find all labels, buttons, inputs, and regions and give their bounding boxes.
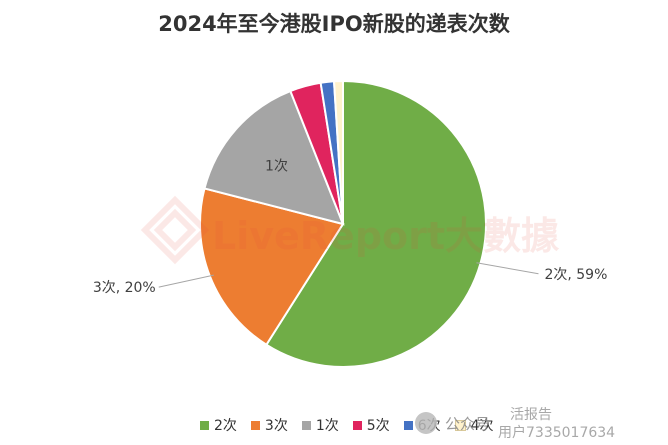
- livereport-logo-watermark: [140, 195, 210, 265]
- legend-label: 4次: [470, 418, 494, 434]
- leader-line-3次: [158, 274, 214, 288]
- legend-swatch: [454, 419, 466, 431]
- legend-label: 5次: [366, 418, 390, 434]
- legend-item-4次: 4次: [454, 415, 494, 435]
- legend-item-5次: 5次: [352, 415, 390, 435]
- legend-item-1次: 1次: [301, 415, 339, 435]
- legend-item-2次: 2次: [200, 415, 237, 435]
- legend-label: 2次: [214, 418, 237, 434]
- data-label-1次: 1次: [265, 158, 288, 174]
- legend-swatch: [301, 420, 311, 430]
- legend-label: 3次: [264, 418, 288, 434]
- legend-item-3次: 3次: [250, 415, 288, 435]
- footer-watermark-label: 公众号: [445, 414, 491, 433]
- chart-title: 2024年至今港股IPO新股的递表次数: [158, 12, 510, 36]
- pie-slice-4次: [332, 79, 344, 225]
- data-label-2次: 2次, 59%: [544, 267, 607, 283]
- footer-watermark-brand: 活报告: [510, 407, 552, 423]
- data-label-3次: 3次, 20%: [93, 280, 156, 296]
- legend-label: 1次: [315, 418, 339, 434]
- brand-watermark: LiveReport大數據: [212, 214, 560, 258]
- pie-slice-3次: [199, 187, 345, 347]
- legend-swatch: [352, 420, 362, 430]
- legend-swatch: [200, 420, 209, 430]
- footer-watermark: 公众号: [415, 412, 490, 434]
- wechat-icon: [415, 412, 437, 434]
- leader-line-2次: [476, 262, 539, 275]
- pie-slice-1次: [203, 89, 345, 226]
- legend-swatch: [250, 420, 260, 430]
- footer-watermark-user: 用户7335017634: [498, 425, 616, 441]
- legend-swatch: [403, 420, 413, 430]
